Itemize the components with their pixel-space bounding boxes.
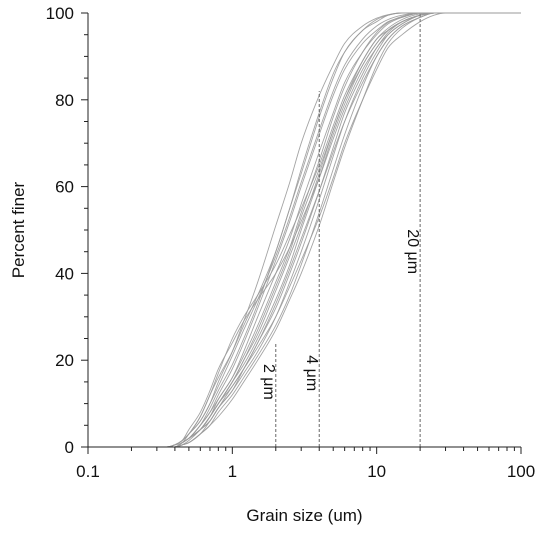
y-tick-label: 40 (55, 264, 74, 283)
reference-label-4um: 4 μm (303, 355, 320, 391)
y-tick-label: 80 (55, 91, 74, 110)
x-axis-title: Grain size (um) (246, 506, 362, 525)
x-tick-label: 100 (507, 462, 535, 481)
y-axis-title: Percent finer (9, 181, 28, 278)
reference-lines-group: 2 μm 4 μm 20 μm (260, 13, 421, 447)
x-tick-label: 1 (228, 462, 237, 481)
ticks-group: 0 20 40 60 80 100 0.1 1 10 100 (46, 4, 536, 481)
y-tick-label: 20 (55, 351, 74, 370)
reference-label-20um: 20 μm (404, 229, 421, 274)
curves-group (156, 12, 521, 448)
x-tick-label: 10 (367, 462, 386, 481)
y-tick-label: 0 (65, 438, 74, 457)
reference-label-2um: 2 μm (260, 364, 277, 400)
psd-curve (156, 12, 521, 448)
y-tick-label: 100 (46, 4, 74, 23)
x-tick-label: 0.1 (76, 462, 100, 481)
y-tick-label: 60 (55, 178, 74, 197)
psd-curve (156, 12, 521, 448)
